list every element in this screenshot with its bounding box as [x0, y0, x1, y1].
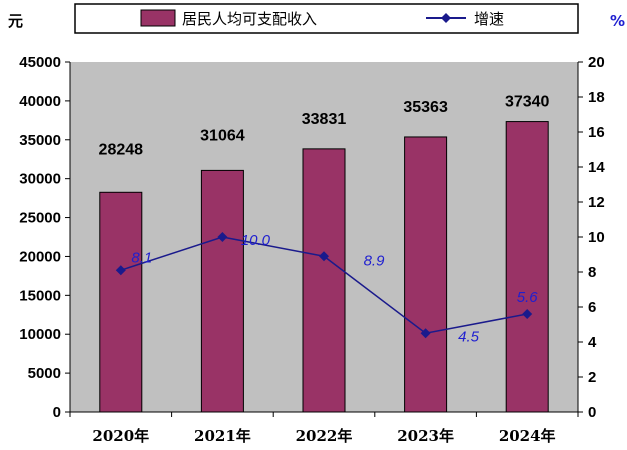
growth-rate-point — [522, 309, 533, 319]
x-category-label: 2021年 — [194, 427, 251, 445]
left-tick-label: 10000 — [19, 326, 61, 343]
left-tick-label: 35000 — [19, 132, 61, 149]
income-bar — [505, 121, 549, 413]
legend: 居民人均可支配收入 增速 — [74, 3, 579, 34]
income-bar-value-label: 31064 — [200, 127, 245, 144]
legend-bar-swatch — [140, 9, 176, 27]
income-bar — [200, 169, 244, 413]
left-tick-label: 15000 — [19, 287, 61, 304]
left-tick-label: 40000 — [19, 93, 61, 110]
income-bar — [404, 136, 448, 413]
right-tick-label: 16 — [588, 124, 605, 141]
right-tick-label: 6 — [588, 299, 596, 316]
growth-rate-point — [217, 232, 228, 242]
right-tick-label: 20 — [588, 54, 605, 71]
growth-rate-point — [115, 265, 126, 276]
income-bar — [99, 191, 143, 413]
growth-rate-value-label: 5.6 — [517, 289, 539, 306]
x-category-label: 2020年 — [92, 427, 149, 445]
left-tick-label: 25000 — [19, 210, 61, 227]
right-tick-label: 14 — [588, 159, 605, 176]
legend-bar-label: 居民人均可支配收入 — [182, 10, 317, 28]
income-bar-value-label: 35363 — [403, 99, 448, 116]
x-category-label: 2022年 — [296, 427, 353, 445]
growth-rate-point — [319, 251, 329, 262]
growth-rate-point — [420, 328, 431, 339]
left-tick-label: 45000 — [19, 54, 61, 71]
growth-rate-value-label: 4.5 — [458, 328, 480, 345]
right-tick-label: 2 — [588, 369, 596, 386]
growth-rate-value-label: 8.1 — [131, 249, 152, 266]
right-tick-label: 8 — [588, 264, 596, 281]
growth-rate-value-label: 10.0 — [241, 232, 271, 249]
income-bar-value-label: 33831 — [302, 111, 347, 128]
legend-line-label: 增速 — [474, 10, 504, 28]
right-tick-label: 0 — [588, 404, 596, 421]
right-tick-label: 18 — [588, 89, 605, 106]
left-tick-label: 30000 — [19, 171, 61, 188]
right-tick-label: 10 — [588, 229, 605, 246]
left-axis-unit: 元 — [8, 12, 23, 30]
income-bar — [302, 148, 346, 413]
x-category-label: 2024年 — [499, 427, 556, 445]
growth-rate-value-label: 8.9 — [364, 252, 386, 269]
right-tick-label: 4 — [588, 334, 597, 351]
legend-line-marker — [441, 13, 451, 23]
x-category-label: 2023年 — [397, 427, 454, 445]
right-tick-label: 12 — [588, 194, 605, 211]
income-bar-value-label: 37340 — [505, 94, 550, 111]
right-axis-unit: % — [610, 12, 625, 30]
left-tick-label: 5000 — [28, 365, 61, 382]
left-tick-label: 0 — [53, 404, 61, 421]
income-bar-value-label: 28248 — [99, 141, 144, 158]
left-tick-label: 20000 — [19, 248, 61, 265]
